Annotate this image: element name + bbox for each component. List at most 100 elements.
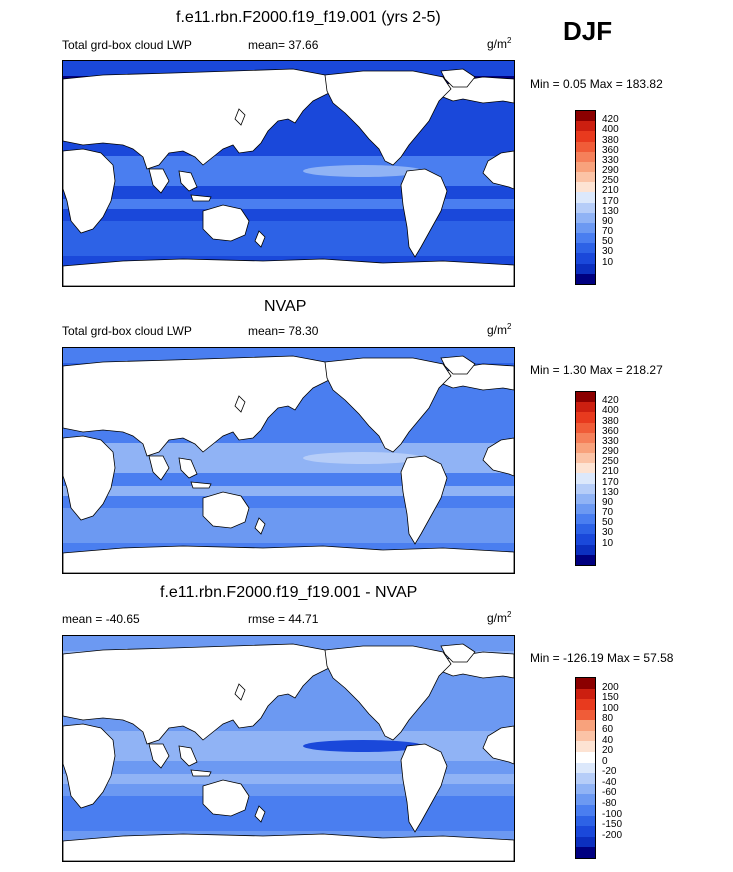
colorbar-swatch: [576, 212, 595, 223]
land-mass: [148, 168, 170, 194]
land-mass: [178, 170, 198, 192]
panel-3-units: g/m2: [487, 610, 512, 625]
panel-1-minmax: Min = 0.05 Max = 183.82: [530, 77, 663, 91]
land-mass: [178, 457, 198, 479]
land-mass: [324, 357, 452, 453]
colorbar-swatch: [576, 473, 595, 484]
colorbar-tick-label: 70: [602, 507, 614, 519]
colorbar-tick-label: 90: [602, 215, 614, 227]
ocean-band-tropics: [63, 156, 514, 186]
panel-3-map-canvas: [63, 636, 514, 861]
colorbar-swatch: [576, 392, 595, 403]
colorbar-tick-label: 70: [602, 226, 614, 238]
colorbar-tick-label: 50: [602, 236, 614, 248]
panel-2-variable-label: Total grd-box cloud LWP: [62, 324, 192, 338]
colorbar-swatch: [576, 161, 595, 173]
colorbar-tick-label: 250: [602, 175, 619, 187]
colorbar-swatch: [576, 463, 595, 474]
ocean-band-south: [63, 796, 514, 831]
colorbar-tick-label: 100: [602, 702, 619, 714]
colorbar-tick-label: -80: [602, 798, 617, 810]
colorbar-tick-label: 380: [602, 415, 619, 427]
colorbar-tick-label: 400: [602, 405, 619, 417]
colorbar-tick-label: 290: [602, 165, 619, 177]
colorbar-swatch: [576, 402, 595, 413]
colorbar-swatch: [576, 534, 595, 545]
panel-1-mean-label: mean= 37.66: [248, 38, 319, 52]
colorbar-swatch: [576, 172, 595, 183]
colorbar-swatch: [576, 699, 595, 710]
colorbar-tick-label: 130: [602, 205, 619, 217]
panel-3-colorbar: [575, 677, 596, 859]
ocean-feature: [303, 452, 423, 464]
colorbar-swatch: [576, 836, 595, 848]
colorbar-tick-label: 330: [602, 435, 619, 447]
panel-1-colorbar: [575, 110, 596, 285]
colorbar-tick-label: 170: [602, 476, 619, 488]
colorbar-swatch: [576, 253, 595, 264]
land-mass: [202, 779, 250, 817]
season-label: DJF: [563, 16, 613, 46]
land-mass: [63, 833, 514, 861]
colorbar-tick-label: 0: [602, 755, 608, 767]
colorbar-swatch: [576, 202, 595, 213]
colorbar-swatch: [576, 442, 595, 454]
colorbar-tick-label: -100: [602, 808, 623, 820]
land-mass: [482, 150, 514, 190]
land-mass: [148, 455, 170, 481]
land-mass: [63, 723, 116, 809]
panel-1-variable-label: Total grd-box cloud LWP: [62, 38, 192, 52]
colorbar-swatch: [576, 804, 595, 816]
panel-3-title: f.e11.rbn.F2000.f19_f19.001 - NVAP: [160, 584, 418, 601]
colorbar-swatch: [576, 762, 595, 774]
ocean-band-south: [63, 221, 514, 256]
panel-1-title: f.e11.rbn.F2000.f19_f19.001 (yrs 2-5): [176, 9, 441, 26]
colorbar-swatch: [576, 847, 595, 858]
land-mass: [190, 769, 212, 777]
panel-2-map: [62, 347, 515, 574]
colorbar-tick-label: 330: [602, 154, 619, 166]
land-mass: [202, 204, 250, 242]
land-mass: [440, 355, 476, 375]
panel-2-minmax: Min = 1.30 Max = 218.27: [530, 363, 663, 377]
colorbar-swatch: [576, 243, 595, 254]
land-mass: [63, 148, 116, 234]
panel-2-colorbar: [575, 391, 596, 566]
colorbar-swatch: [576, 483, 595, 494]
ocean-band-south: [63, 508, 514, 543]
land-mass: [482, 725, 514, 765]
colorbar-swatch: [576, 432, 595, 443]
colorbar-swatch: [576, 233, 595, 244]
panel-1-units: g/m2: [487, 36, 512, 51]
colorbar-tick-label: -40: [602, 776, 617, 788]
colorbar-tick-label: 210: [602, 466, 619, 478]
land-mass: [63, 545, 514, 573]
colorbar-swatch: [576, 524, 595, 535]
panel-3-minmax: Min = -126.19 Max = 57.58: [530, 651, 674, 665]
panel-3-mean-label: mean = -40.65: [62, 612, 140, 626]
colorbar-swatch: [576, 709, 595, 721]
land-mass: [254, 230, 266, 248]
colorbar-tick-label: 30: [602, 246, 614, 258]
colorbar-swatch: [576, 514, 595, 525]
colorbar-tick-label: -60: [602, 787, 617, 799]
colorbar-swatch: [576, 826, 595, 837]
colorbar-swatch: [576, 412, 595, 423]
colorbar-tick-label: 40: [602, 734, 614, 746]
ocean-band-tropics: [63, 731, 514, 761]
land-mass: [324, 645, 452, 741]
colorbar-swatch: [576, 182, 595, 193]
colorbar-tick-label: 250: [602, 456, 619, 468]
colorbar-swatch: [576, 815, 595, 827]
colorbar-swatch: [576, 151, 595, 162]
land-mass: [234, 395, 246, 413]
colorbar-swatch: [576, 422, 595, 433]
colorbar-swatch: [576, 121, 595, 132]
panel-1-map: [62, 60, 515, 287]
land-mass: [190, 481, 212, 489]
colorbar-tick-label: -20: [602, 766, 617, 778]
colorbar-tick-label: 380: [602, 134, 619, 146]
ocean-band-tropics: [63, 443, 514, 473]
panel-2-title: NVAP: [264, 298, 307, 315]
colorbar-tick-label: 10: [602, 537, 614, 549]
